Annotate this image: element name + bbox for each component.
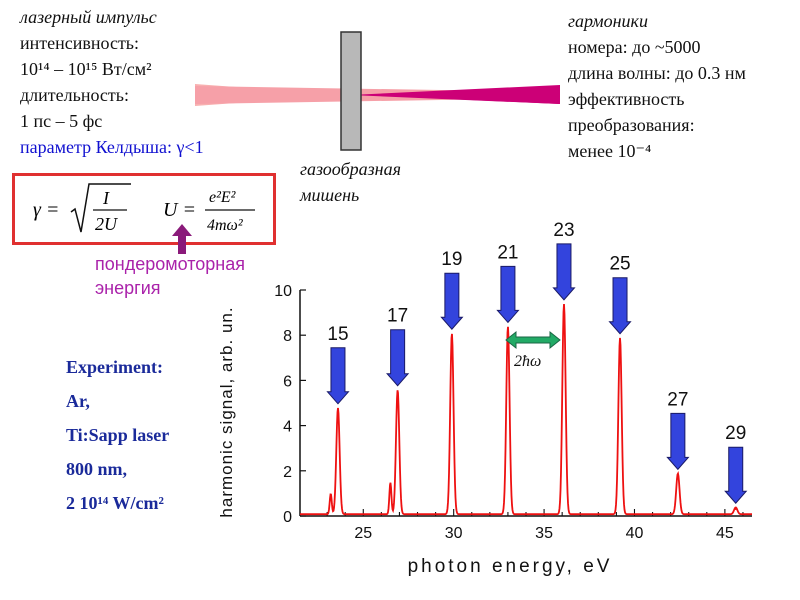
harmonic-arrow-23: 23	[552, 220, 576, 301]
intensity-label: интенсивность:	[20, 33, 140, 53]
u-numerator: e²E²	[209, 189, 237, 206]
harmonic-arrow-15: 15	[326, 324, 350, 405]
x-axis-label: photon energy, eV	[408, 556, 613, 577]
y-tick-label: 4	[283, 419, 292, 436]
x-tick-label: 45	[716, 525, 734, 542]
formula-box: γ = I 2U U = e²E² 4mω²	[12, 173, 276, 245]
peak-point	[396, 390, 399, 393]
gamma-lhs: γ =	[33, 199, 59, 221]
laser-description: лазерный импульс интенсивность: 10¹⁴ – 1…	[20, 4, 204, 160]
gamma-denominator: 2U	[95, 214, 118, 234]
u-lhs: U =	[163, 199, 196, 221]
experiment-line1: Experiment:	[66, 357, 163, 377]
chart-axes: 0 2 4 6 8 10 25 30 35 40 45	[274, 283, 752, 542]
duration-label: длительность:	[20, 85, 129, 105]
double-arrow-icon	[505, 330, 561, 350]
down-arrow-icon	[666, 412, 690, 471]
duration-value: 1 пс – 5 фс	[20, 111, 103, 131]
harmonic-order-label: 27	[667, 389, 688, 410]
peak-point	[734, 508, 737, 511]
y-tick-label: 10	[274, 283, 292, 300]
u-denominator: 4mω²	[207, 217, 244, 234]
down-arrow-icon	[326, 347, 350, 405]
harmonic-arrow-19: 19	[440, 249, 464, 330]
peak-point	[451, 334, 453, 337]
harmonic-arrow-27: 27	[666, 389, 690, 471]
ponderomotive-line2: энергия	[95, 278, 161, 298]
x-tick-label: 25	[354, 525, 372, 542]
harmonics-efficiency2: преобразования:	[568, 115, 695, 135]
peak-point	[563, 305, 565, 307]
harmonic-arrow-25: 25	[608, 254, 632, 335]
formula-svg: γ = I 2U U = e²E² 4mω²	[33, 183, 255, 234]
peak-point	[507, 327, 509, 330]
sqrt-sign	[70, 183, 131, 233]
harmonic-order-label: 29	[725, 423, 746, 444]
harmonic-arrow-17: 17	[386, 306, 410, 387]
spectrum-line	[300, 304, 752, 516]
x-tick-label: 30	[445, 525, 463, 542]
experiment-line2: Ar,	[66, 391, 90, 411]
experiment-line3: Ti:Sapp laser	[66, 425, 170, 445]
harmonic-order-label: 19	[441, 249, 462, 270]
experiment-line4: 800 nm,	[66, 459, 128, 479]
laser-title: лазерный импульс	[20, 7, 157, 27]
y-axis-label: harmonic signal, arb. un.	[217, 306, 236, 517]
y-tick-label: 0	[283, 509, 292, 526]
down-arrow-icon	[496, 265, 520, 324]
harmonic-order-label: 23	[553, 220, 574, 241]
keldysh-parameter: параметр Келдыша: γ<1	[20, 137, 204, 157]
harmonics-numbers: номера: до ~5000	[568, 37, 701, 57]
chart-peaks	[300, 304, 752, 516]
harmonics-description: гармоники номера: до ~5000 длина волны: …	[568, 8, 746, 164]
down-arrow-icon	[608, 277, 632, 335]
harmonic-order-label: 17	[387, 306, 408, 327]
target-line1: газообразная	[300, 159, 401, 179]
spacing-indicator: 2ħω	[505, 330, 561, 370]
down-arrow-icon	[552, 243, 576, 301]
target-line2: мишень	[300, 185, 360, 205]
gas-target	[340, 31, 362, 151]
harmonic-order-label: 25	[609, 254, 630, 275]
y-tick-label: 6	[283, 373, 292, 390]
target-label: газообразная мишень	[300, 156, 401, 208]
up-arrow-icon	[172, 224, 192, 254]
y-tick-label: 8	[283, 328, 292, 345]
ponderomotive-label: пондеромоторная энергия	[95, 252, 245, 300]
gamma-numerator: I	[102, 188, 110, 208]
x-tick-label: 40	[626, 525, 644, 542]
harmonic-order-label: 15	[327, 324, 348, 345]
x-tick-label: 35	[535, 525, 553, 542]
intensity-value: 10¹⁴ – 10¹⁵ Вт/см²	[20, 59, 152, 79]
peak-point	[619, 338, 621, 341]
peak-point	[677, 474, 679, 477]
harmonic-beam-front	[361, 86, 560, 104]
experiment-line5: 2 10¹⁴ W/cm²	[66, 493, 164, 513]
down-arrow-icon	[386, 329, 410, 387]
ponderomotive-line1: пондеромоторная	[95, 254, 245, 274]
spacing-label: 2ħω	[514, 353, 541, 370]
peak-point	[337, 408, 339, 411]
harmonics-efficiency1: эффективность	[568, 89, 685, 109]
y-tick-label: 2	[283, 464, 292, 481]
experiment-details: Experiment: Ar, Ti:Sapp laser 800 nm, 2 …	[66, 350, 169, 520]
harmonic-order-label: 21	[497, 242, 518, 263]
down-arrow-icon	[440, 272, 464, 330]
harmonic-arrow-21: 21	[496, 242, 520, 324]
harmonics-title: гармоники	[568, 11, 648, 31]
down-arrow-icon	[724, 446, 748, 504]
harmonic-arrow-29: 29	[724, 423, 748, 504]
harmonics-wavelength: длина волны: до 0.3 нм	[568, 63, 746, 83]
harmonics-efficiency3: менее 10⁻⁴	[568, 141, 652, 161]
harmonic-arrows: 15 17 19 21 23 25 27 29	[326, 220, 748, 504]
